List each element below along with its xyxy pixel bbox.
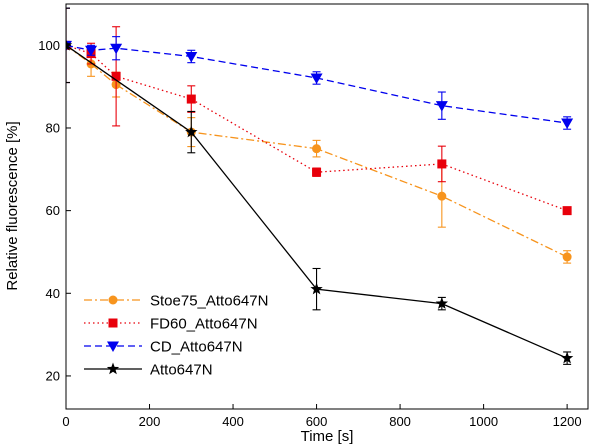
- legend-entry: Atto647N: [84, 362, 213, 379]
- legend-marker: [107, 341, 119, 352]
- axes: 0 200 400 600 800 1000 1200 20 40 60 80 100: [38, 3, 589, 429]
- x-tick-label: 400: [222, 414, 244, 429]
- x-tick-label: 0: [62, 414, 69, 429]
- data-point: [437, 191, 447, 201]
- data-point: [185, 51, 198, 63]
- x-axis-title: Time [s]: [301, 428, 354, 445]
- data-point: [185, 125, 198, 138]
- data-point: [437, 159, 447, 169]
- data-point: [111, 71, 121, 81]
- plot-content: [66, 7, 574, 365]
- y-tick-label: 20: [46, 368, 60, 383]
- x-tick-label: 200: [139, 414, 161, 429]
- y-tick-label: 100: [38, 38, 60, 53]
- y-tick-label: 40: [46, 286, 60, 301]
- y-tick-label: 60: [46, 203, 60, 218]
- x-ticks: 0 200 400 600 800 1000 1200: [62, 404, 582, 429]
- y-axis-title: Relative fluorescence [%]: [4, 121, 21, 290]
- legend-label: CD_Atto647N: [150, 339, 243, 356]
- x-tick-label: 800: [389, 414, 411, 429]
- data-point: [186, 94, 196, 104]
- data-point: [561, 118, 574, 130]
- legend-entry: Stoe75_Atto647N: [84, 293, 268, 310]
- legend-marker: [108, 295, 118, 305]
- legend: Stoe75_Atto647N FD60_Atto647N CD_Atto647N A…: [84, 293, 268, 379]
- data-point: [435, 101, 448, 112]
- data-point: [312, 144, 322, 154]
- legend-marker: [106, 362, 120, 375]
- data-point: [312, 167, 322, 177]
- x-tick-label: 600: [306, 414, 328, 429]
- data-point: [66, 38, 73, 51]
- data-point: [85, 45, 98, 57]
- x-tick-label: 1200: [553, 414, 582, 429]
- series-Atto647N: [66, 7, 574, 365]
- data-point: [110, 43, 123, 55]
- data-point: [435, 297, 449, 309]
- data-point: [310, 73, 323, 84]
- data-point: [560, 351, 574, 364]
- data-point: [310, 282, 323, 295]
- series-FD60_Atto647N: [66, 7, 572, 216]
- data-point: [562, 206, 572, 216]
- legend-label: Atto647N: [150, 362, 213, 379]
- y-tick-label: 80: [46, 120, 60, 135]
- plot-frame: [65, 3, 589, 410]
- legend-entry: FD60_Atto647N: [84, 316, 258, 333]
- legend-marker: [108, 318, 118, 328]
- legend-label: FD60_Atto647N: [150, 316, 258, 333]
- legend-label: Stoe75_Atto647N: [150, 293, 268, 310]
- legend-entry: CD_Atto647N: [84, 339, 243, 356]
- x-tick-label: 1000: [469, 414, 498, 429]
- error-bar: [66, 7, 70, 84]
- data-point: [562, 252, 572, 262]
- y-ticks: 20 40 60 80 100: [38, 38, 71, 383]
